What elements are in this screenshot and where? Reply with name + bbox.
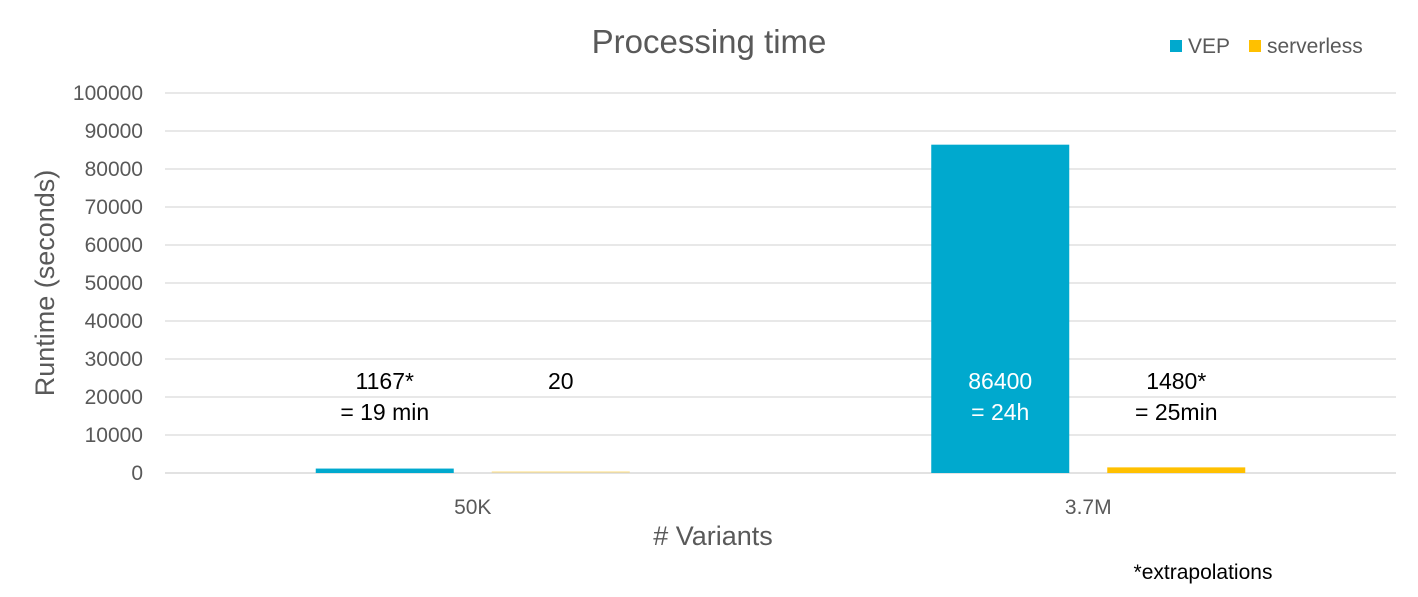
y-tick-label: 20000 [85, 386, 143, 409]
footnote: *extrapolations [1134, 561, 1273, 584]
data-label: 20 [548, 368, 574, 394]
legend: VEP serverless [1170, 35, 1363, 58]
y-tick-label: 100000 [73, 82, 143, 105]
gridlines [165, 92, 1396, 474]
y-tick-label: 0 [131, 462, 143, 485]
y-axis-ticks: 0 10000 20000 30000 40000 50000 60000 70000 8000… [73, 82, 143, 485]
y-tick-label: 80000 [85, 158, 143, 181]
bars [315, 144, 1246, 473]
legend-label-serverless: serverless [1267, 35, 1363, 58]
y-tick-label: 30000 [85, 348, 143, 371]
data-labels: 1167* = 19 min 20 86400 = 24h 1480* = 25min [340, 368, 1217, 425]
data-label: 1480* = 25min [1135, 368, 1217, 425]
data-label: 1167* = 19 min [340, 368, 429, 425]
bar-serverless-3-7m [1107, 467, 1246, 473]
bar-vep-3-7m [931, 144, 1070, 473]
legend-swatch-serverless [1249, 40, 1261, 52]
bar-vep-50k [315, 468, 454, 473]
y-tick-label: 10000 [85, 424, 143, 447]
data-label: 86400 = 24h [968, 368, 1032, 425]
y-tick-label: 50000 [85, 272, 143, 295]
y-tick-label: 40000 [85, 310, 143, 333]
x-axis-title: # Variants [653, 521, 773, 551]
chart-title: Processing time [592, 23, 827, 60]
y-axis-title: Runtime (seconds) [30, 170, 60, 397]
x-tick-label: 3.7M [1065, 496, 1112, 519]
y-tick-label: 60000 [85, 234, 143, 257]
bar-serverless-50k [491, 471, 630, 473]
x-tick-label: 50K [454, 496, 491, 519]
y-tick-label: 90000 [85, 120, 143, 143]
y-tick-label: 70000 [85, 196, 143, 219]
x-axis-ticks: 50K 3.7M [454, 496, 1112, 519]
legend-label-vep: VEP [1188, 35, 1230, 58]
legend-swatch-vep [1170, 40, 1182, 52]
